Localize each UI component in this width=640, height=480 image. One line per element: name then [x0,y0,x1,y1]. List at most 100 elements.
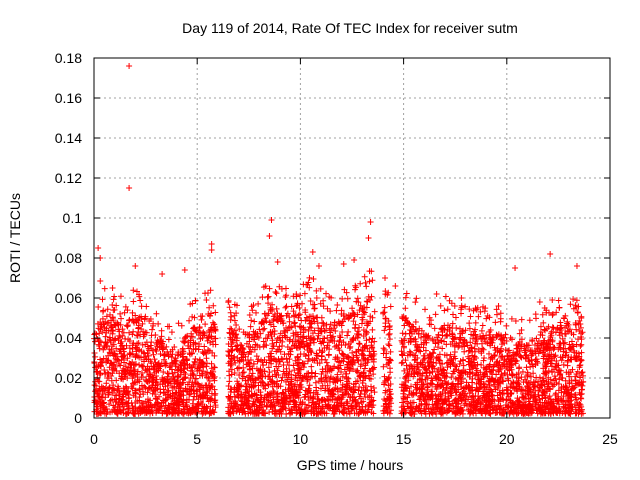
data-point [126,394,133,401]
data-point [344,332,351,339]
data-point [111,386,118,393]
grid [94,58,610,418]
data-point [100,390,107,397]
data-point [154,404,161,411]
data-point [118,342,125,349]
data-point [142,384,149,391]
data-point [117,310,124,317]
data-point [203,363,210,370]
x-tick-label: 10 [293,431,309,447]
data-point [154,385,161,392]
data-point [133,332,140,339]
data-point [204,405,211,412]
data-point [106,364,113,371]
data-point [262,315,269,322]
data-point [158,327,165,334]
data-point [195,381,202,388]
data-point [166,409,173,416]
data-point [163,343,170,350]
data-point [138,369,145,376]
data-point [125,405,132,412]
data-point [123,384,130,391]
data-point [192,297,199,304]
data-point [101,366,108,373]
data-point [137,297,144,304]
data-point [116,407,123,414]
data-point [165,336,172,343]
data-point [161,352,168,359]
data-point [130,328,137,335]
data-point [124,355,131,362]
data-point [129,350,136,357]
data-point [210,321,217,328]
data-point [201,330,208,337]
data-point [138,303,145,310]
data-point [180,403,187,410]
data-point [265,300,272,307]
data-point [212,309,219,316]
data-point [132,344,139,351]
data-point [160,397,167,404]
data-point [99,308,106,315]
data-point [140,391,147,398]
data-point [157,363,164,370]
data-point [136,361,143,368]
data-point [153,362,160,369]
data-point [128,399,135,406]
data-point [112,322,119,329]
data-point [111,306,118,313]
data-point [91,350,98,357]
data-point [209,338,216,345]
data-point [153,376,160,383]
data-point [122,410,129,417]
data-point [211,399,218,406]
x-tick-label: 25 [602,431,618,447]
data-point [134,379,141,386]
data-point [140,407,147,414]
data-point [320,297,327,304]
data-point [144,396,151,403]
data-point [132,312,139,319]
data-point [112,399,119,406]
data-point [190,339,197,346]
data-point [136,386,143,393]
data-point [106,346,113,353]
data-point [212,326,219,333]
data-point [189,379,196,386]
data-point [109,389,116,396]
data-point [130,318,137,325]
data-point [191,314,198,321]
data-point [139,320,146,327]
data-point [211,364,218,371]
data-point [176,407,183,414]
data-point [108,323,115,330]
data-point [334,301,341,308]
data-point [129,358,136,365]
data-point [146,377,153,384]
data-point [115,337,122,344]
data-point [138,399,145,406]
data-point [108,317,115,324]
data-point [199,389,206,396]
data-point [152,346,159,353]
data-point [170,374,177,381]
data-point [140,333,147,340]
data-point [92,364,99,371]
data-point [158,333,165,340]
data-point [208,310,215,317]
data-point [356,341,363,348]
data-point [206,327,213,334]
data-point [327,308,334,315]
y-tick-label: 0 [74,410,82,426]
data-point [172,408,179,415]
data-point [199,335,206,342]
data-point [134,398,141,405]
data-point [195,401,202,408]
data-point [209,407,216,414]
data-point [196,341,203,347]
data-point [149,326,156,333]
data-point [111,321,118,328]
data-point [105,327,112,334]
data-point [145,399,152,406]
